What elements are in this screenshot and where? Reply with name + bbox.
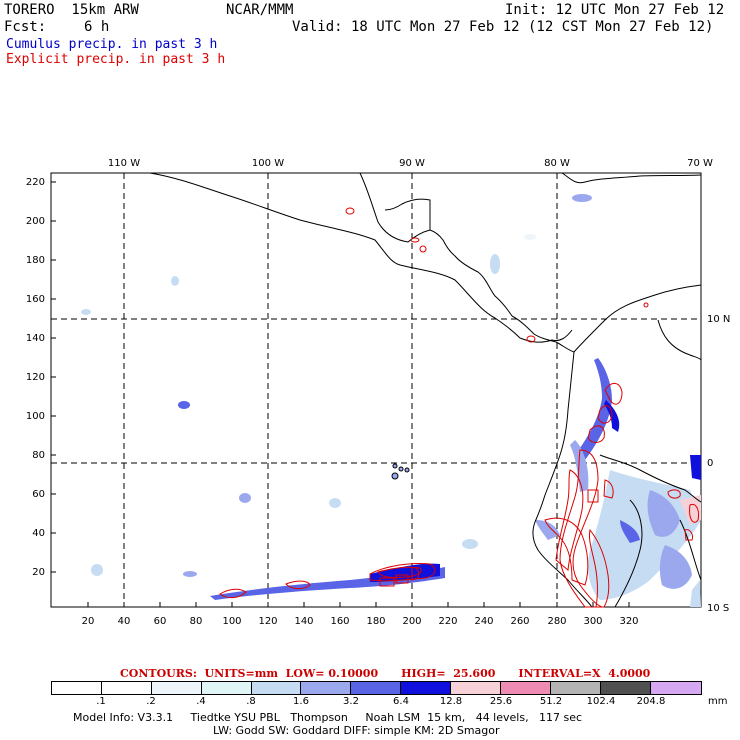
x-tick-label: 220 bbox=[438, 616, 457, 627]
x-tick-label: 140 bbox=[294, 616, 313, 627]
x-tick-label: 20 bbox=[82, 616, 95, 627]
y-tick-label: 120 bbox=[26, 372, 45, 383]
model-title: TORERO 15km ARW bbox=[4, 2, 139, 18]
colorbar-swatch bbox=[550, 682, 601, 694]
colorbar-label: 102.4 bbox=[586, 696, 616, 707]
precip-colorbar bbox=[51, 681, 702, 695]
colorbar-swatch bbox=[101, 682, 152, 694]
y-tick-label: 80 bbox=[32, 450, 45, 461]
colorbar-swatch bbox=[650, 682, 701, 694]
model-info-line2: LW: Godd SW: Goddard DIFF: simple KM: 2D… bbox=[213, 724, 500, 737]
colorbar-label: .4 bbox=[196, 696, 206, 707]
y-tick-label: 180 bbox=[26, 255, 45, 266]
colorbar-swatch bbox=[52, 682, 102, 694]
lat-label: 10 N bbox=[707, 314, 730, 325]
x-tick-label: 200 bbox=[402, 616, 421, 627]
colorbar-swatch bbox=[501, 682, 551, 694]
y-tick-label: 160 bbox=[26, 294, 45, 305]
lon-label: 70 W bbox=[687, 158, 713, 169]
cumulus-precip-areas bbox=[81, 194, 701, 607]
map-frame bbox=[50, 172, 702, 608]
colorbar-label: .1 bbox=[96, 696, 106, 707]
colorbar-label: 51.2 bbox=[539, 696, 563, 707]
colorbar-label: 12.8 bbox=[439, 696, 463, 707]
lat-label: 0 bbox=[707, 458, 713, 469]
colorbar-label: .8 bbox=[246, 696, 256, 707]
lat-label: 10 S bbox=[707, 603, 729, 614]
colorbar-unit: mm bbox=[708, 696, 728, 707]
cumulus-legend: Cumulus precip. in past 3 h bbox=[6, 37, 218, 52]
y-tick-label: 40 bbox=[32, 528, 45, 539]
x-tick-label: 40 bbox=[118, 616, 131, 627]
galapagos-islands bbox=[391, 463, 410, 480]
x-tick-label: 260 bbox=[510, 616, 529, 627]
x-tick-label: 160 bbox=[330, 616, 349, 627]
colorbar-label: 25.6 bbox=[489, 696, 513, 707]
explicit-precip-contours bbox=[219, 207, 699, 608]
precipitation-map: 110 W 100 W 90 W 80 W 70 W bbox=[26, 158, 730, 627]
x-tick-label: 100 bbox=[222, 616, 241, 627]
colorbar-label: 6.4 bbox=[393, 696, 409, 707]
init-time: Init: 12 UTC Mon 27 Feb 12 bbox=[505, 2, 725, 18]
x-tick-label: 60 bbox=[154, 616, 167, 627]
latitude-labels: 10 N 0 10 S bbox=[707, 314, 730, 614]
colorbar-swatch bbox=[151, 682, 202, 694]
longitude-labels: 110 W 100 W 90 W 80 W 70 W bbox=[108, 158, 713, 169]
x-tick-label: 280 bbox=[547, 616, 566, 627]
colorbar-swatch bbox=[451, 682, 502, 694]
y-tick-label: 200 bbox=[26, 216, 45, 227]
colorbar-swatch bbox=[351, 682, 402, 694]
y-tick-label: 140 bbox=[26, 333, 45, 344]
colorbar-swatch bbox=[600, 682, 651, 694]
organization-label: NCAR/MMM bbox=[226, 2, 294, 18]
forecast-label: Fcst: bbox=[4, 19, 47, 35]
colorbar-swatch bbox=[301, 682, 352, 694]
lon-label: 80 W bbox=[544, 158, 570, 169]
x-tick-label: 300 bbox=[583, 616, 602, 627]
colorbar-label: .2 bbox=[146, 696, 156, 707]
x-tick-label: 320 bbox=[619, 616, 638, 627]
explicit-legend: Explicit precip. in past 3 h bbox=[6, 52, 226, 67]
colorbar-swatch bbox=[201, 682, 252, 694]
colorbar-swatch bbox=[251, 682, 302, 694]
y-tick-label: 100 bbox=[26, 411, 45, 422]
y-tick-label: 60 bbox=[32, 489, 45, 500]
colorbar-label: 204.8 bbox=[636, 696, 666, 707]
lon-label: 100 W bbox=[252, 158, 284, 169]
model-info-line1: Model Info: V3.3.1 Tiedtke YSU PBL Thomp… bbox=[73, 711, 583, 724]
contours-info: CONTOURS: UNITS=mm LOW= 0.10000 HIGH= 25… bbox=[120, 667, 651, 680]
x-tick-label: 240 bbox=[474, 616, 493, 627]
lon-label: 110 W bbox=[108, 158, 140, 169]
x-tick-label: 120 bbox=[258, 616, 277, 627]
y-axis-labels: 220 200 180 160 140 120 100 80 60 40 20 bbox=[26, 177, 45, 578]
x-tick-label: 180 bbox=[366, 616, 385, 627]
x-axis-ticks bbox=[87, 602, 630, 607]
colorbar-swatch bbox=[401, 682, 452, 694]
y-tick-label: 220 bbox=[26, 177, 45, 188]
lon-label: 90 W bbox=[399, 158, 425, 169]
valid-time: Valid: 18 UTC Mon 27 Feb 12 (12 CST Mon … bbox=[292, 19, 714, 35]
forecast-hour: 6 h bbox=[84, 19, 110, 35]
colorbar-label: 3.2 bbox=[343, 696, 359, 707]
x-axis-labels: 20 40 60 80 100 120 140 160 180 200 220 … bbox=[82, 616, 639, 627]
y-axis-ticks bbox=[51, 181, 56, 573]
y-tick-label: 20 bbox=[32, 567, 45, 578]
colorbar-label: 1.6 bbox=[293, 696, 309, 707]
x-tick-label: 80 bbox=[190, 616, 203, 627]
